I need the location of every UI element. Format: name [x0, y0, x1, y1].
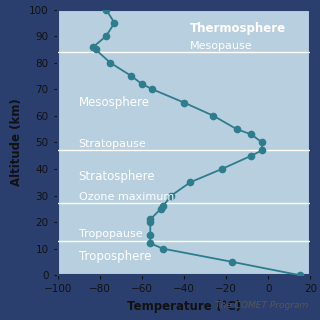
Text: Thermosphere: Thermosphere	[190, 22, 286, 35]
Text: Tropopause: Tropopause	[79, 229, 142, 239]
Text: Mesosphere: Mesosphere	[79, 96, 150, 109]
Text: Mesopause: Mesopause	[190, 41, 253, 51]
Text: Stratosphere: Stratosphere	[79, 171, 155, 183]
Text: The COMET Program: The COMET Program	[215, 301, 308, 310]
Y-axis label: Altitude (km): Altitude (km)	[10, 99, 23, 186]
Text: Troposphere: Troposphere	[79, 250, 151, 263]
Text: Ozone maximum: Ozone maximum	[79, 192, 174, 202]
X-axis label: Temperature (°C): Temperature (°C)	[127, 300, 241, 313]
Text: Stratopause: Stratopause	[79, 139, 147, 149]
